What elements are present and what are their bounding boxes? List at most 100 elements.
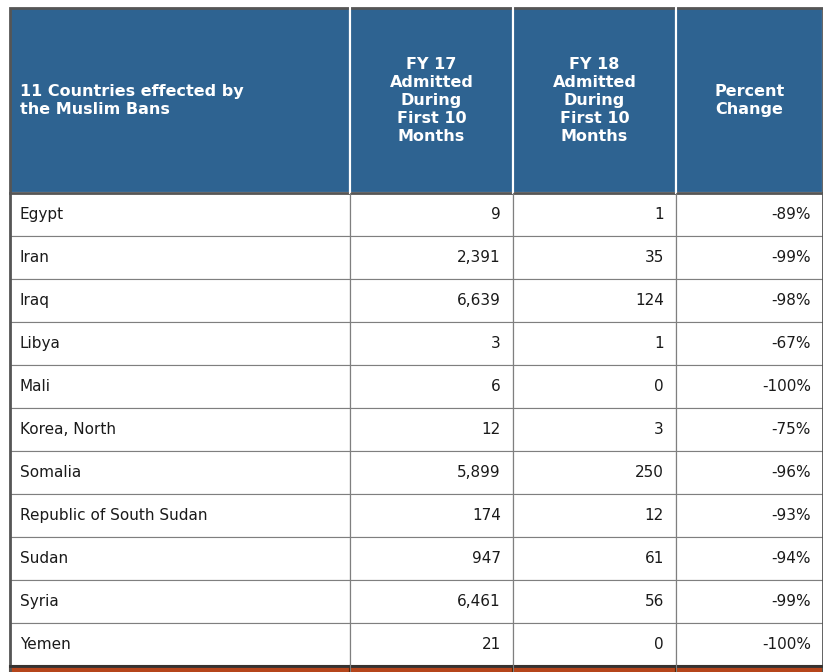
Bar <box>350 451 513 494</box>
Text: 6,461: 6,461 <box>458 594 501 609</box>
Text: 35: 35 <box>644 250 664 265</box>
Bar <box>513 322 676 365</box>
Bar <box>513 580 676 623</box>
Bar <box>676 279 823 322</box>
Bar <box>513 279 676 322</box>
Text: 61: 61 <box>644 551 664 566</box>
Bar <box>10 623 350 666</box>
Text: 1: 1 <box>654 336 664 351</box>
Bar <box>350 365 513 408</box>
Bar <box>676 8 823 193</box>
Text: 12: 12 <box>644 508 664 523</box>
Text: -100%: -100% <box>762 637 811 652</box>
Text: 3: 3 <box>654 422 664 437</box>
Bar <box>513 193 676 236</box>
Text: Somalia: Somalia <box>20 465 81 480</box>
Bar <box>350 666 513 672</box>
Bar <box>513 408 676 451</box>
Bar <box>10 537 350 580</box>
Bar <box>676 236 823 279</box>
Bar <box>676 494 823 537</box>
Bar <box>350 279 513 322</box>
Text: Korea, North: Korea, North <box>20 422 116 437</box>
Text: -99%: -99% <box>771 594 811 609</box>
Text: -98%: -98% <box>771 293 811 308</box>
Bar <box>513 494 676 537</box>
Bar <box>513 623 676 666</box>
Text: 56: 56 <box>644 594 664 609</box>
Bar <box>676 580 823 623</box>
Bar <box>676 408 823 451</box>
Text: Iraq: Iraq <box>20 293 50 308</box>
Text: -99%: -99% <box>771 250 811 265</box>
Bar <box>10 365 350 408</box>
Text: -94%: -94% <box>771 551 811 566</box>
Bar <box>676 623 823 666</box>
Text: 0: 0 <box>654 379 664 394</box>
Text: -100%: -100% <box>762 379 811 394</box>
Bar <box>350 193 513 236</box>
Text: 3: 3 <box>491 336 501 351</box>
Bar <box>676 322 823 365</box>
Text: Syria: Syria <box>20 594 58 609</box>
Text: 1: 1 <box>654 207 664 222</box>
Text: 250: 250 <box>635 465 664 480</box>
Text: Egypt: Egypt <box>20 207 64 222</box>
Bar <box>350 537 513 580</box>
Text: -93%: -93% <box>771 508 811 523</box>
Text: 5,899: 5,899 <box>458 465 501 480</box>
Bar <box>350 8 513 193</box>
Bar <box>350 322 513 365</box>
Bar <box>10 8 350 193</box>
Bar <box>10 580 350 623</box>
Text: -96%: -96% <box>771 465 811 480</box>
Text: 12: 12 <box>481 422 501 437</box>
Text: FY 18
Admitted
During
First 10
Months: FY 18 Admitted During First 10 Months <box>552 57 636 144</box>
Bar <box>10 279 350 322</box>
Bar <box>10 408 350 451</box>
Bar <box>513 451 676 494</box>
Text: 6: 6 <box>491 379 501 394</box>
Bar <box>513 8 676 193</box>
Bar <box>10 236 350 279</box>
Text: 6,639: 6,639 <box>457 293 501 308</box>
Text: 2,391: 2,391 <box>458 250 501 265</box>
Text: Iran: Iran <box>20 250 50 265</box>
Bar <box>10 322 350 365</box>
Text: Republic of South Sudan: Republic of South Sudan <box>20 508 207 523</box>
Text: Percent
Change: Percent Change <box>714 84 784 117</box>
Bar <box>513 666 676 672</box>
Bar <box>676 537 823 580</box>
Bar <box>10 451 350 494</box>
Text: Mali: Mali <box>20 379 51 394</box>
Bar <box>350 408 513 451</box>
Bar <box>513 537 676 580</box>
Text: -75%: -75% <box>772 422 811 437</box>
Text: -67%: -67% <box>771 336 811 351</box>
Bar <box>676 193 823 236</box>
Text: FY 17
Admitted
During
First 10
Months: FY 17 Admitted During First 10 Months <box>389 57 473 144</box>
Text: 124: 124 <box>635 293 664 308</box>
Bar <box>350 236 513 279</box>
Text: 21: 21 <box>481 637 501 652</box>
Bar <box>676 666 823 672</box>
Bar <box>350 494 513 537</box>
Text: Sudan: Sudan <box>20 551 68 566</box>
Bar <box>10 666 350 672</box>
Text: 174: 174 <box>472 508 501 523</box>
Bar <box>513 236 676 279</box>
Text: 9: 9 <box>491 207 501 222</box>
Bar <box>10 193 350 236</box>
Bar <box>676 451 823 494</box>
Bar <box>350 623 513 666</box>
Text: 947: 947 <box>472 551 501 566</box>
Text: Libya: Libya <box>20 336 61 351</box>
Bar <box>10 494 350 537</box>
Bar <box>513 365 676 408</box>
Text: -89%: -89% <box>771 207 811 222</box>
Text: 11 Countries effected by
the Muslim Bans: 11 Countries effected by the Muslim Bans <box>20 84 244 117</box>
Text: Yemen: Yemen <box>20 637 71 652</box>
Bar <box>676 365 823 408</box>
Text: 0: 0 <box>654 637 664 652</box>
Bar <box>350 580 513 623</box>
